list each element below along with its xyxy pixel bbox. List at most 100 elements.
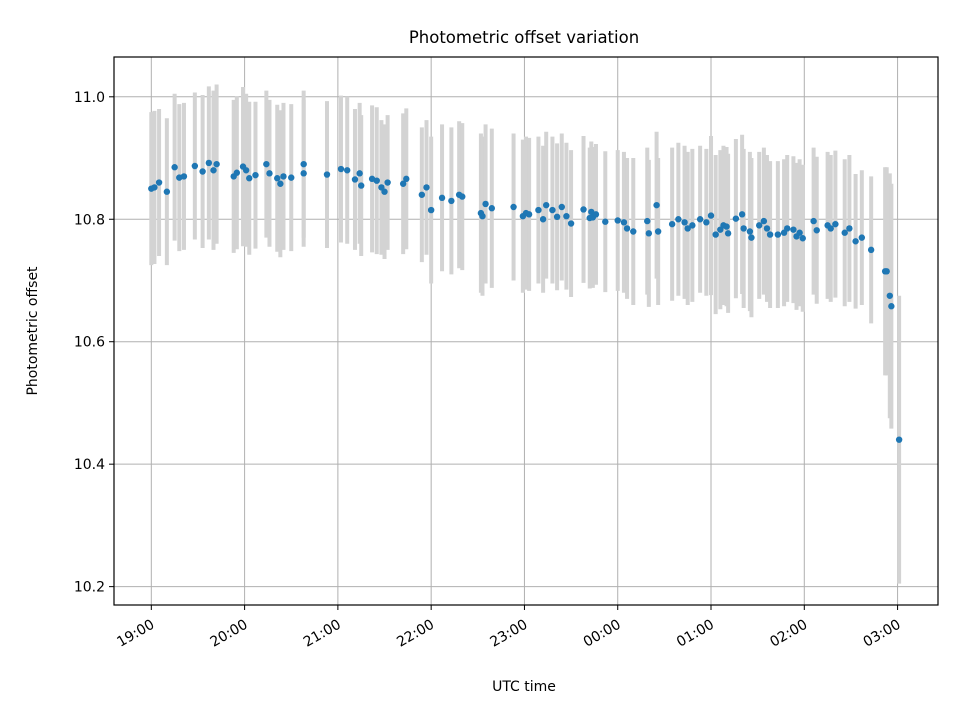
data-point xyxy=(438,194,446,202)
data-point xyxy=(684,225,691,232)
data-point xyxy=(423,184,430,191)
data-point xyxy=(712,231,719,238)
data-point xyxy=(266,170,273,177)
x-axis-ticks: 19:00 20:00 21:00 22:00 23:00 00:00 01:00 02:00… xyxy=(114,605,904,651)
data-point xyxy=(852,238,859,245)
x-tick-label: 03:00 xyxy=(861,617,904,651)
data-point xyxy=(180,173,188,180)
data-point xyxy=(482,200,489,208)
data-point xyxy=(732,215,740,222)
data-point xyxy=(681,219,688,226)
data-point xyxy=(539,216,547,223)
data-point xyxy=(558,203,565,211)
data-point xyxy=(623,225,631,232)
data-point xyxy=(479,212,486,220)
data-point xyxy=(766,231,774,238)
data-point xyxy=(399,180,407,187)
y-tick-label: 10.2 xyxy=(74,580,105,596)
data-point xyxy=(644,217,651,225)
x-tick-label: 01:00 xyxy=(674,617,717,651)
data-point xyxy=(242,167,250,174)
data-point xyxy=(418,191,426,198)
data-point xyxy=(384,179,391,186)
data-point xyxy=(381,188,388,195)
data-point xyxy=(827,225,834,232)
data-point xyxy=(553,213,561,221)
x-tick-label: 20:00 xyxy=(208,617,251,651)
data-point xyxy=(543,201,550,209)
data-point xyxy=(288,174,295,181)
x-tick-label: 21:00 xyxy=(301,617,344,651)
data-point xyxy=(846,225,853,232)
data-point xyxy=(344,167,351,174)
data-point xyxy=(895,436,903,443)
data-point xyxy=(738,211,746,218)
data-point xyxy=(602,218,609,225)
data-point xyxy=(888,303,895,310)
data-point xyxy=(151,184,158,191)
data-point xyxy=(358,182,365,189)
data-point xyxy=(163,188,171,195)
data-point xyxy=(832,220,839,228)
data-point xyxy=(459,193,466,200)
data-point xyxy=(199,168,206,175)
data-point xyxy=(886,292,894,299)
data-point xyxy=(205,159,213,167)
data-point xyxy=(155,179,163,186)
data-point xyxy=(723,223,730,230)
data-point xyxy=(277,180,284,187)
data-point xyxy=(760,217,768,225)
data-point xyxy=(756,222,763,229)
data-point xyxy=(252,171,259,179)
data-point xyxy=(427,206,435,214)
data-point xyxy=(323,171,331,178)
data-point xyxy=(213,160,220,168)
data-point xyxy=(796,229,803,236)
data-point xyxy=(246,175,253,182)
data-point xyxy=(373,177,380,184)
data-point xyxy=(300,160,307,168)
data-point xyxy=(592,211,600,218)
y-tick-label: 10.8 xyxy=(74,212,105,228)
y-tick-label: 10.6 xyxy=(74,335,105,351)
data-point xyxy=(337,165,345,173)
data-point xyxy=(790,226,797,233)
x-tick-label: 23:00 xyxy=(487,617,530,651)
data-point xyxy=(448,197,455,205)
data-point xyxy=(841,229,848,236)
data-point xyxy=(300,170,307,177)
data-point xyxy=(696,216,704,223)
data-point xyxy=(810,217,817,225)
data-point xyxy=(813,227,820,234)
data-point xyxy=(614,217,621,224)
data-point xyxy=(799,235,806,242)
data-points xyxy=(148,159,903,443)
plot-frame xyxy=(113,56,939,606)
data-point xyxy=(675,216,682,223)
data-point xyxy=(549,206,556,214)
data-point xyxy=(703,219,710,226)
data-point xyxy=(783,225,791,232)
data-point xyxy=(724,230,732,237)
data-point xyxy=(567,220,575,227)
data-point xyxy=(653,201,660,209)
data-point xyxy=(535,206,542,214)
data-point xyxy=(263,160,270,168)
x-tick-label: 22:00 xyxy=(394,617,437,651)
data-point xyxy=(563,212,570,220)
data-point xyxy=(233,169,241,176)
chart-title: Photometric offset variation xyxy=(409,28,639,47)
data-point xyxy=(525,211,533,218)
data-point xyxy=(707,212,715,219)
data-point xyxy=(774,231,782,238)
data-point xyxy=(351,176,359,183)
y-axis-label: Photometric offset xyxy=(25,266,41,396)
data-point xyxy=(883,268,890,275)
data-point xyxy=(668,220,676,228)
y-tick-label: 10.4 xyxy=(74,457,105,473)
data-point xyxy=(210,167,217,174)
data-point xyxy=(654,228,662,235)
data-point xyxy=(858,234,866,241)
x-tick-label: 02:00 xyxy=(767,617,810,651)
